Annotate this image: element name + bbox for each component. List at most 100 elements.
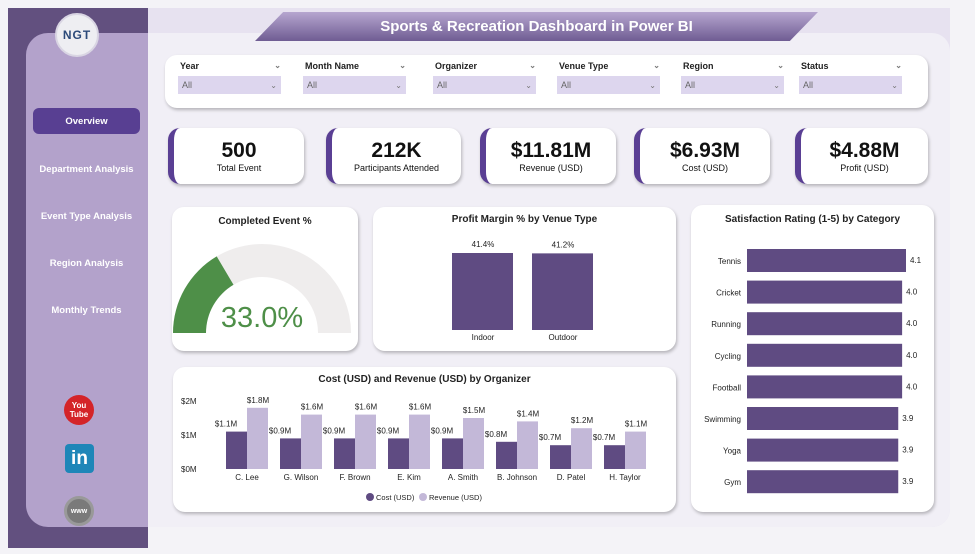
satisfaction-card: Satisfaction Rating (1-5) by Category Te… (691, 205, 934, 512)
chart-title: Cost (USD) and Revenue (USD) by Organize… (318, 374, 531, 385)
bar-cost (334, 438, 355, 469)
data-label: $1.2M (571, 416, 594, 425)
chevron-down-icon[interactable]: ⌄ (274, 61, 281, 70)
filter-dropdown[interactable]: All ⌄ (799, 76, 902, 94)
chart-title: Completed Event % (218, 216, 312, 227)
bar-revenue (625, 431, 646, 469)
data-label: $1.4M (517, 409, 540, 418)
chevron-down-icon: ⌄ (525, 80, 532, 90)
filter-dropdown[interactable]: All ⌄ (557, 76, 660, 94)
filter-value: All (437, 80, 448, 90)
cost-revenue-card: Cost (USD) and Revenue (USD) by Organize… (173, 367, 676, 512)
category-label: Yoga (723, 447, 742, 456)
nav-event-type-analysis[interactable]: Event Type Analysis (40, 210, 133, 222)
category-label: Outdoor (549, 333, 578, 342)
category-label: Running (711, 320, 741, 329)
bar-revenue (301, 414, 322, 469)
chevron-down-icon: ⌄ (649, 80, 656, 90)
category-label: Indoor (472, 333, 495, 342)
youtube-icon[interactable]: You Tube (64, 395, 94, 425)
chevron-down-icon[interactable]: ⌄ (399, 61, 406, 70)
data-label: $0.9M (323, 426, 346, 435)
bar-revenue (247, 407, 268, 469)
data-label: $0.9M (269, 426, 292, 435)
chevron-down-icon: ⌄ (395, 80, 402, 90)
category-label: E. Kim (397, 473, 421, 482)
data-label: 4.0 (906, 382, 918, 391)
data-label: $0.7M (539, 433, 562, 442)
profit-margin-chart: 41.4% Indoor 41.2% Outdoor (452, 240, 593, 342)
category-label: Gym (724, 478, 741, 487)
filter-dropdown[interactable]: All ⌄ (433, 76, 536, 94)
bar-cost (604, 445, 625, 469)
bar-cost (442, 438, 463, 469)
bar (747, 470, 899, 494)
kpi-card: $6.93M Cost (USD) (634, 128, 770, 184)
filter-month-name: Month Name ⌄ All ⌄ (303, 61, 406, 94)
data-label: $0.7M (593, 433, 616, 442)
data-label: 41.4% (472, 240, 495, 249)
bar-revenue (463, 418, 484, 469)
category-label: G. Wilson (284, 473, 319, 482)
nav-department-analysis[interactable]: Department Analysis (39, 163, 134, 175)
bar (747, 438, 899, 462)
filter-dropdown[interactable]: All ⌄ (681, 76, 784, 94)
kpi-card: 500 Total Event (168, 128, 304, 184)
filter-label: Month Name (305, 61, 359, 71)
nav-monthly-trends[interactable]: Monthly Trends (51, 304, 122, 316)
globe-icon[interactable]: www (64, 496, 94, 526)
category-label: Cycling (715, 352, 741, 361)
data-label: $1.6M (301, 403, 324, 412)
data-label: $0.8M (485, 430, 508, 439)
chevron-down-icon: ⌄ (773, 80, 780, 90)
data-label: 4.0 (906, 288, 918, 297)
bar-cost (388, 438, 409, 469)
bar-revenue (517, 421, 538, 469)
linkedin-icon[interactable]: in (65, 444, 94, 473)
data-label: 3.9 (902, 446, 914, 455)
category-label: H. Taylor (609, 473, 641, 482)
category-label: F. Brown (339, 473, 370, 482)
nav-region-analysis[interactable]: Region Analysis (49, 257, 124, 269)
bar-cost (496, 441, 517, 469)
filter-dropdown[interactable]: All ⌄ (303, 76, 406, 94)
data-label: 41.2% (552, 240, 575, 249)
category-label: B. Johnson (497, 473, 537, 482)
chevron-down-icon: ⌄ (891, 80, 898, 90)
data-label: $0.9M (431, 426, 454, 435)
legend-label: Revenue (USD) (429, 493, 482, 502)
filter-dropdown[interactable]: All ⌄ (178, 76, 281, 94)
filter-organizer: Organizer ⌄ All ⌄ (433, 61, 536, 94)
filter-value: All (685, 80, 696, 90)
chevron-down-icon[interactable]: ⌄ (653, 61, 660, 70)
profit-margin-card: Profit Margin % by Venue Type 41.4% Indoo… (373, 207, 676, 351)
completed-event-card: Completed Event % 33.0% (172, 207, 358, 351)
data-label: 4.0 (906, 351, 918, 360)
kpi-value: $4.88M (829, 139, 900, 162)
chart-title: Satisfaction Rating (1-5) by Category (724, 214, 901, 225)
kpi-card: $11.81M Revenue (USD) (480, 128, 616, 184)
category-label: Swimming (704, 415, 741, 424)
gauge-value-label: 33.0% (221, 302, 303, 334)
bar-revenue (571, 428, 592, 469)
chevron-down-icon[interactable]: ⌄ (895, 61, 902, 70)
kpi-label: Participants Attended (353, 163, 440, 173)
category-label: A. Smith (448, 473, 478, 482)
chevron-down-icon[interactable]: ⌄ (529, 61, 536, 70)
gauge-chart: 33.0% (173, 244, 351, 334)
filter-label: Year (180, 61, 200, 71)
y-tick-label: $1M (181, 431, 197, 440)
data-label: 4.0 (906, 319, 918, 328)
nav-overview[interactable]: Overview (33, 108, 140, 134)
category-label: Cricket (716, 289, 742, 298)
bar (747, 407, 899, 430)
filter-label: Venue Type (559, 61, 609, 71)
chevron-down-icon[interactable]: ⌄ (777, 61, 784, 70)
filter-venue-type: Venue Type ⌄ All ⌄ (557, 61, 660, 94)
bar-revenue (355, 414, 376, 469)
data-label: $1.5M (463, 406, 486, 415)
data-label: $1.1M (625, 420, 648, 429)
filter-value: All (182, 80, 193, 90)
data-label: $0.9M (377, 426, 400, 435)
kpi-value: 212K (371, 139, 422, 162)
